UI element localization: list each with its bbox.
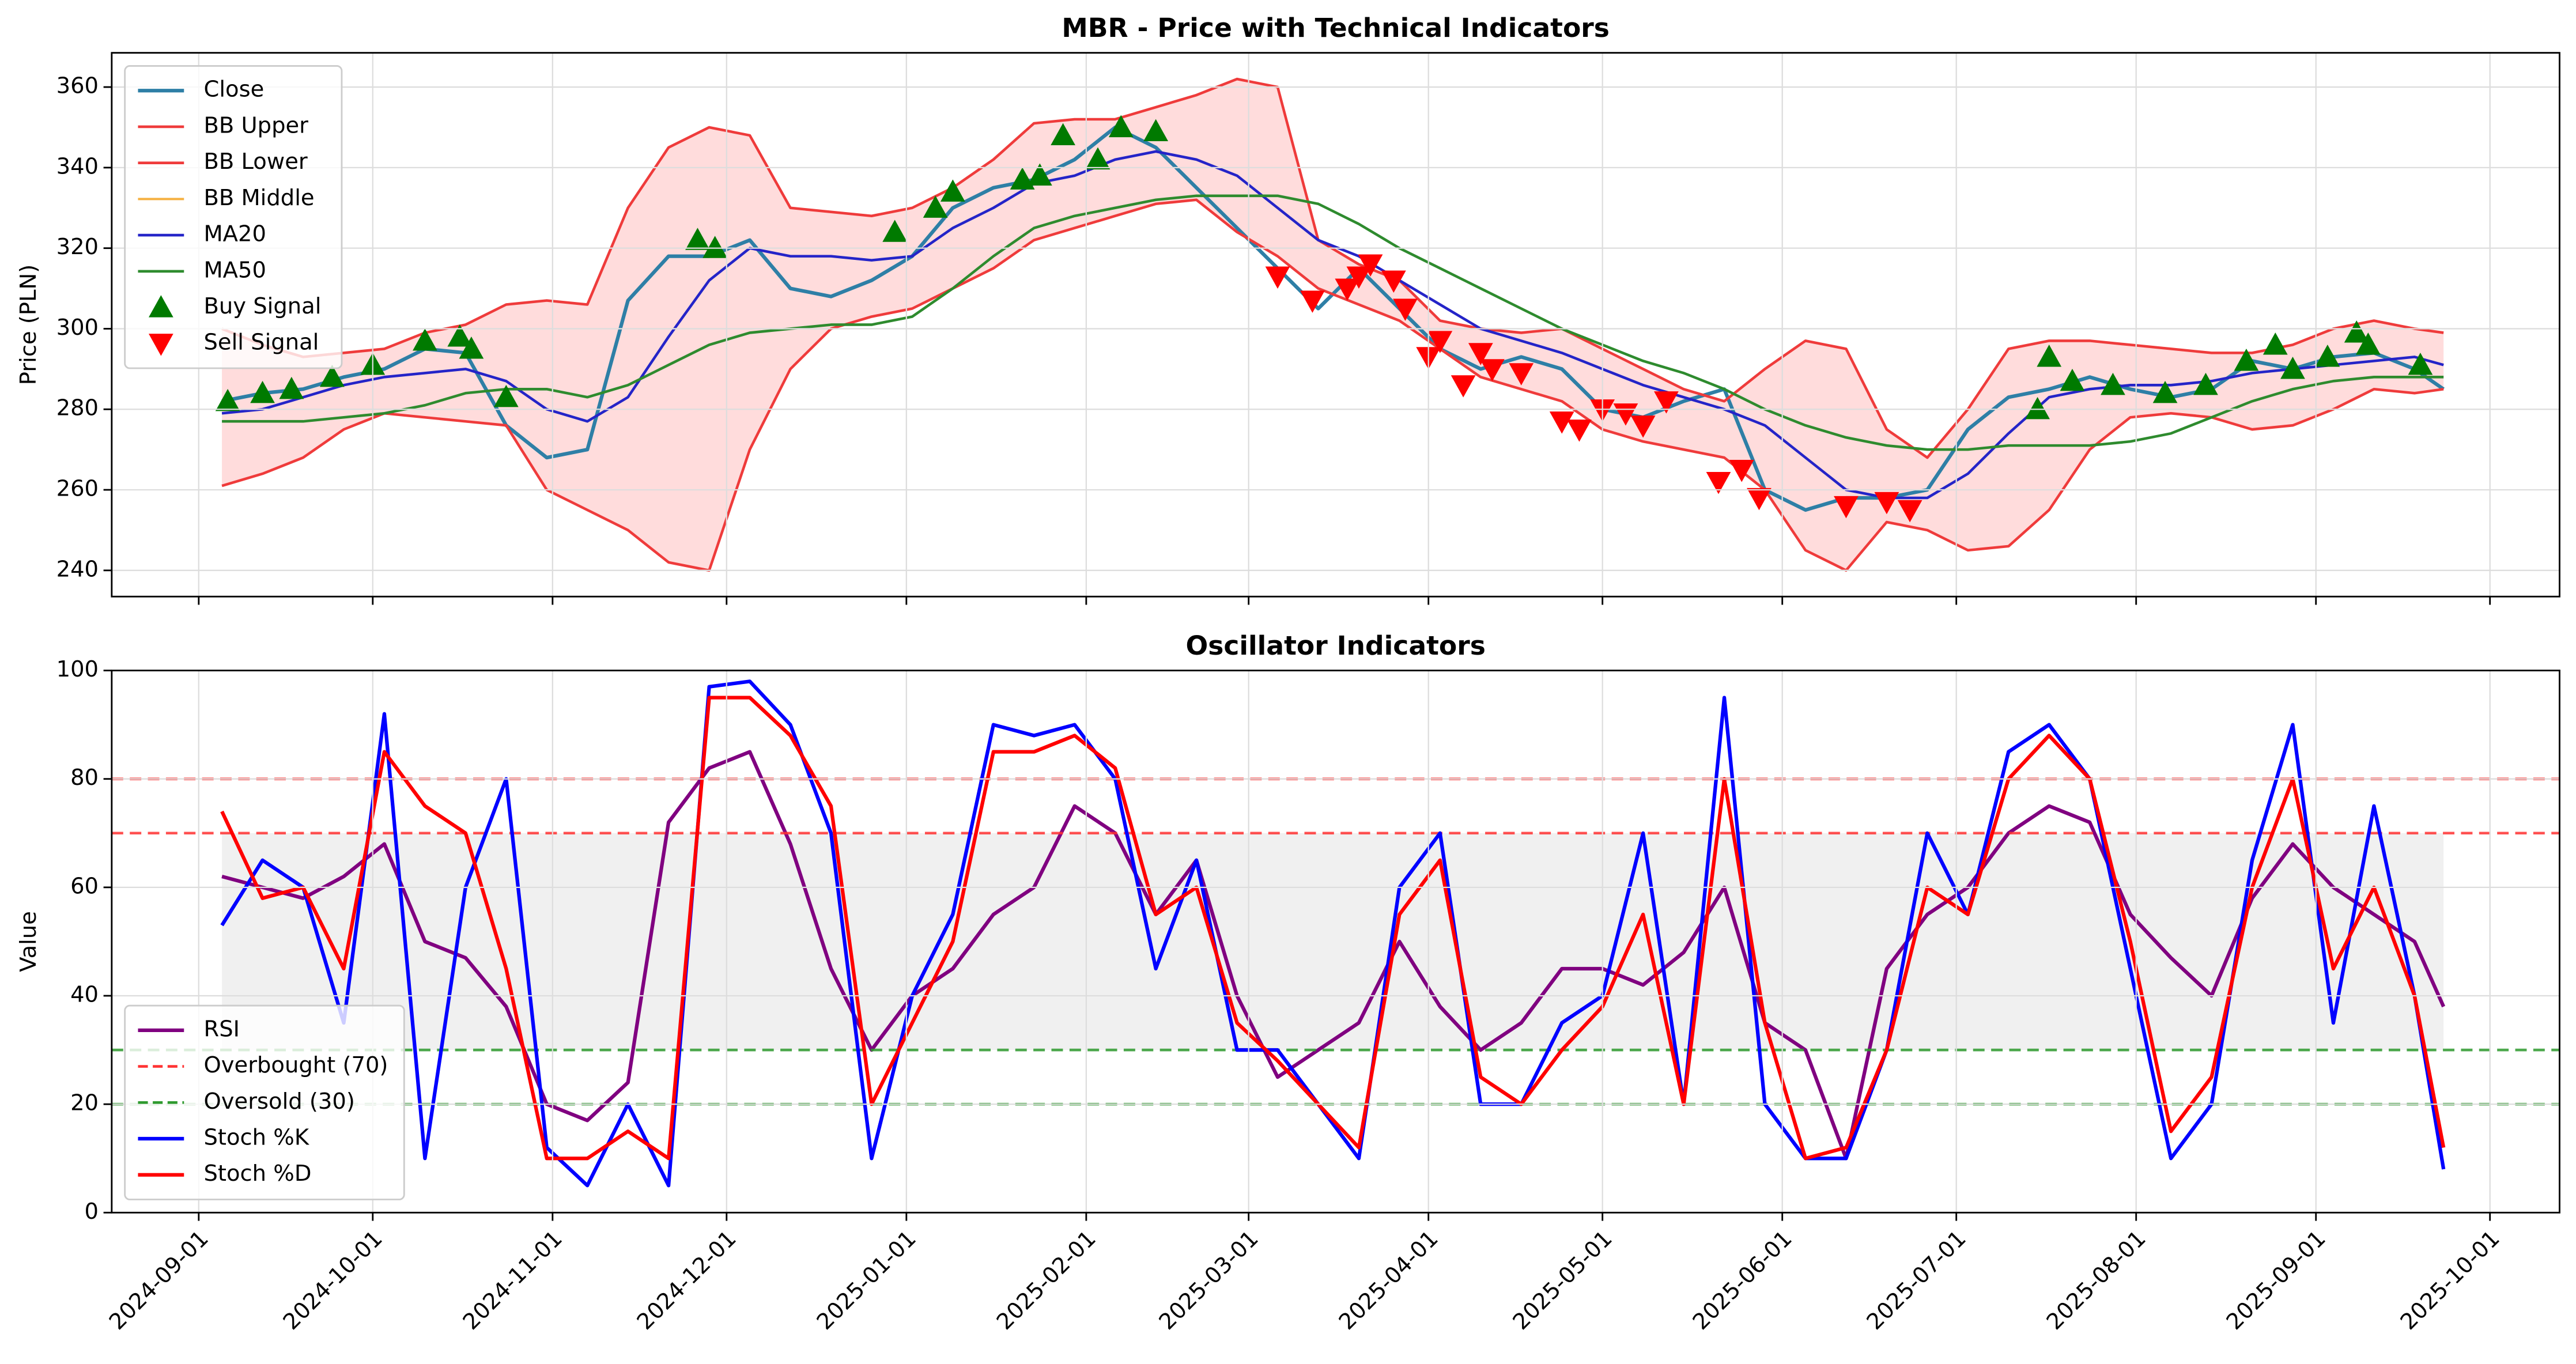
signal-marker: [1834, 496, 1859, 519]
signal-marker: [1874, 492, 1899, 515]
signal-marker: [1085, 147, 1111, 169]
band-fill: [222, 79, 2444, 570]
y-tick-label: 100: [56, 656, 99, 682]
legend-label: Buy Signal: [203, 293, 321, 319]
y-tick-label: 320: [56, 234, 99, 260]
legend-label: RSI: [203, 1016, 240, 1042]
y-axis-label: Value: [16, 911, 41, 972]
signal-marker: [1509, 363, 1534, 386]
chart-title: MBR - Price with Technical Indicators: [1062, 13, 1610, 43]
y-tick-label: 300: [56, 315, 99, 341]
series-line: [221, 125, 2445, 512]
signal-marker: [2101, 372, 2125, 395]
signal-marker: [1451, 375, 1476, 398]
signal-marker: [2408, 352, 2433, 375]
y-tick-label: 20: [70, 1090, 99, 1116]
signal-marker: [493, 384, 519, 407]
signal-marker: [1300, 290, 1325, 313]
signal-marker: [459, 337, 484, 359]
y-tick-label: 240: [56, 556, 99, 582]
y-tick-label: 340: [56, 153, 99, 179]
signal-marker: [1549, 411, 1574, 434]
legend-label: BB Upper: [203, 112, 308, 138]
signal-marker: [2315, 344, 2340, 367]
plot-area: [215, 77, 2445, 572]
legend-box: [124, 1004, 405, 1200]
signal-marker: [319, 364, 345, 387]
signal-marker: [923, 195, 948, 218]
y-tick-label: 40: [70, 981, 99, 1007]
signal-marker: [1381, 270, 1406, 293]
legend-label: Oversold (30): [203, 1089, 354, 1114]
y-tick-label: 80: [70, 765, 99, 791]
signal-marker: [2280, 356, 2305, 379]
y-axis-label: Price (PLN): [16, 265, 41, 386]
signal-marker: [447, 324, 473, 347]
legend-label: Sell Signal: [203, 330, 319, 356]
signal-marker: [2344, 320, 2369, 343]
signal-marker: [1143, 119, 1169, 142]
signal-marker: [702, 236, 728, 258]
signal-marker: [1468, 343, 1493, 365]
series-line: [221, 198, 2444, 572]
series-line: [221, 750, 2446, 1161]
signal-marker: [1480, 359, 1505, 381]
plot-frame: [111, 52, 2560, 598]
signal-marker: [2355, 333, 2381, 355]
signal-marker: [1265, 266, 1290, 289]
signal-marker: [2263, 333, 2288, 355]
signal-marker: [1427, 331, 1453, 353]
series-line: [221, 77, 2444, 459]
signal-marker: [413, 328, 437, 351]
legend-label: BB Middle: [203, 185, 314, 211]
signal-marker: [882, 220, 908, 242]
y-tick-label: 280: [56, 395, 99, 421]
signal-marker: [2060, 368, 2085, 391]
series-line: [222, 194, 2444, 451]
signal-marker: [685, 228, 710, 250]
y-tick-label: 60: [70, 873, 99, 899]
legend-label: Stoch %K: [203, 1125, 309, 1151]
signal-marker: [1897, 500, 1922, 523]
signal-marker: [1729, 459, 1754, 482]
signal-marker: [1654, 391, 1679, 414]
signal-marker: [1706, 471, 1731, 494]
signal-marker: [2234, 348, 2259, 371]
y-tick-label: 0: [85, 1199, 99, 1225]
legend-label: MA20: [203, 221, 266, 247]
signal-marker: [1630, 415, 1656, 438]
signal-marker: [1393, 299, 1418, 321]
legend-marker: [148, 334, 173, 356]
legend-label: Overbought (70): [203, 1052, 388, 1078]
y-tick-label: 260: [56, 476, 99, 502]
signal-marker: [2025, 396, 2050, 420]
legend-box: [124, 65, 343, 369]
y-tick-label: 360: [56, 73, 99, 99]
plot-frame: [111, 670, 2560, 1214]
legend-label: Stoch %D: [203, 1161, 311, 1187]
series-line: [220, 696, 2446, 1161]
legend-label: Close: [203, 77, 264, 103]
signal-marker: [1358, 254, 1383, 277]
signal-marker: [250, 380, 275, 403]
signal-marker: [940, 179, 965, 202]
signal-marker: [1027, 163, 1052, 186]
legend-marker: [148, 295, 173, 318]
chart-title: Oscillator Indicators: [1185, 630, 1485, 661]
signal-marker: [2037, 344, 2062, 367]
signal-marker: [215, 388, 240, 411]
neutral-zone: [222, 833, 2444, 1051]
signal-marker: [2193, 372, 2218, 395]
signal-marker: [1346, 266, 1372, 289]
signal-marker: [1335, 278, 1360, 301]
legend-label: MA50: [203, 257, 266, 283]
legend-label: BB Lower: [203, 149, 307, 175]
signal-marker: [1567, 420, 1592, 442]
signal-marker: [1051, 123, 1075, 146]
signal-marker: [1108, 115, 1134, 138]
signal-marker: [2152, 380, 2178, 403]
signal-marker: [1747, 488, 1772, 511]
signal-marker: [279, 376, 304, 399]
